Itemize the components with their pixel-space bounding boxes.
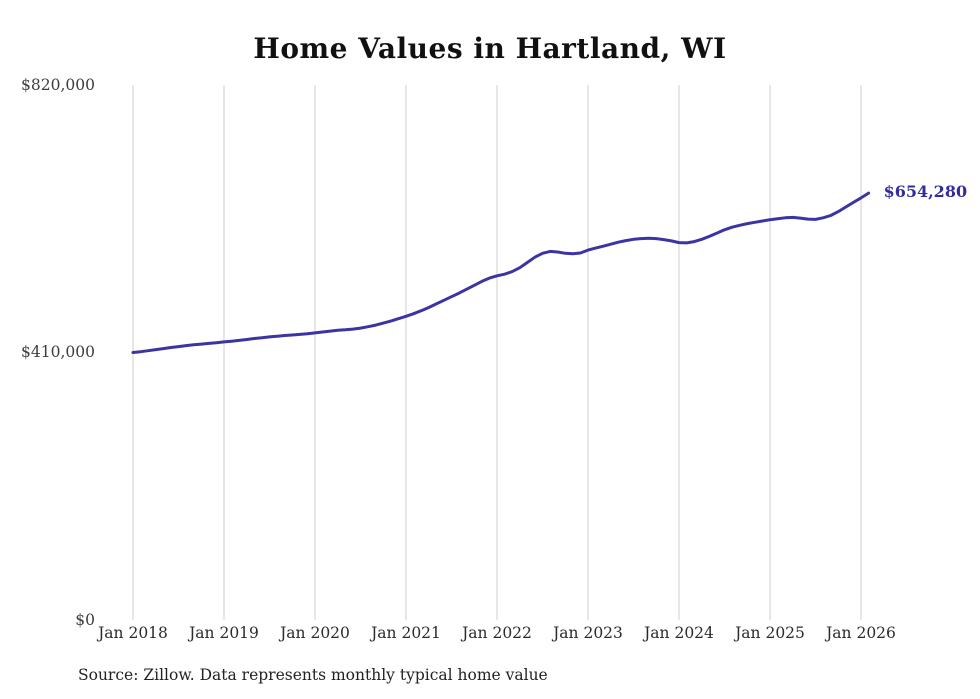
- home-value-line: [131, 191, 871, 354]
- x-axis-label: Jan 2024: [644, 624, 714, 642]
- x-axis-label: Jan 2019: [189, 624, 259, 642]
- x-axis-label: Jan 2026: [826, 624, 896, 642]
- x-axis-label: Jan 2023: [553, 624, 623, 642]
- y-axis-label-820000: $820,000: [21, 76, 95, 94]
- x-axis-label: Jan 2018: [98, 624, 168, 642]
- source-note: Source: Zillow. Data represents monthly …: [78, 666, 548, 684]
- chart-title: Home Values in Hartland, WI: [253, 32, 727, 65]
- x-axis-label: Jan 2020: [280, 624, 350, 642]
- y-axis-label-0: $0: [75, 611, 95, 629]
- final-value-label: $654,280: [883, 182, 968, 202]
- x-axis-label: Jan 2021: [371, 624, 441, 642]
- x-axis-label: Jan 2025: [735, 624, 805, 642]
- y-axis-label-410000: $410,000: [21, 343, 95, 361]
- x-axis-label: Jan 2022: [462, 624, 532, 642]
